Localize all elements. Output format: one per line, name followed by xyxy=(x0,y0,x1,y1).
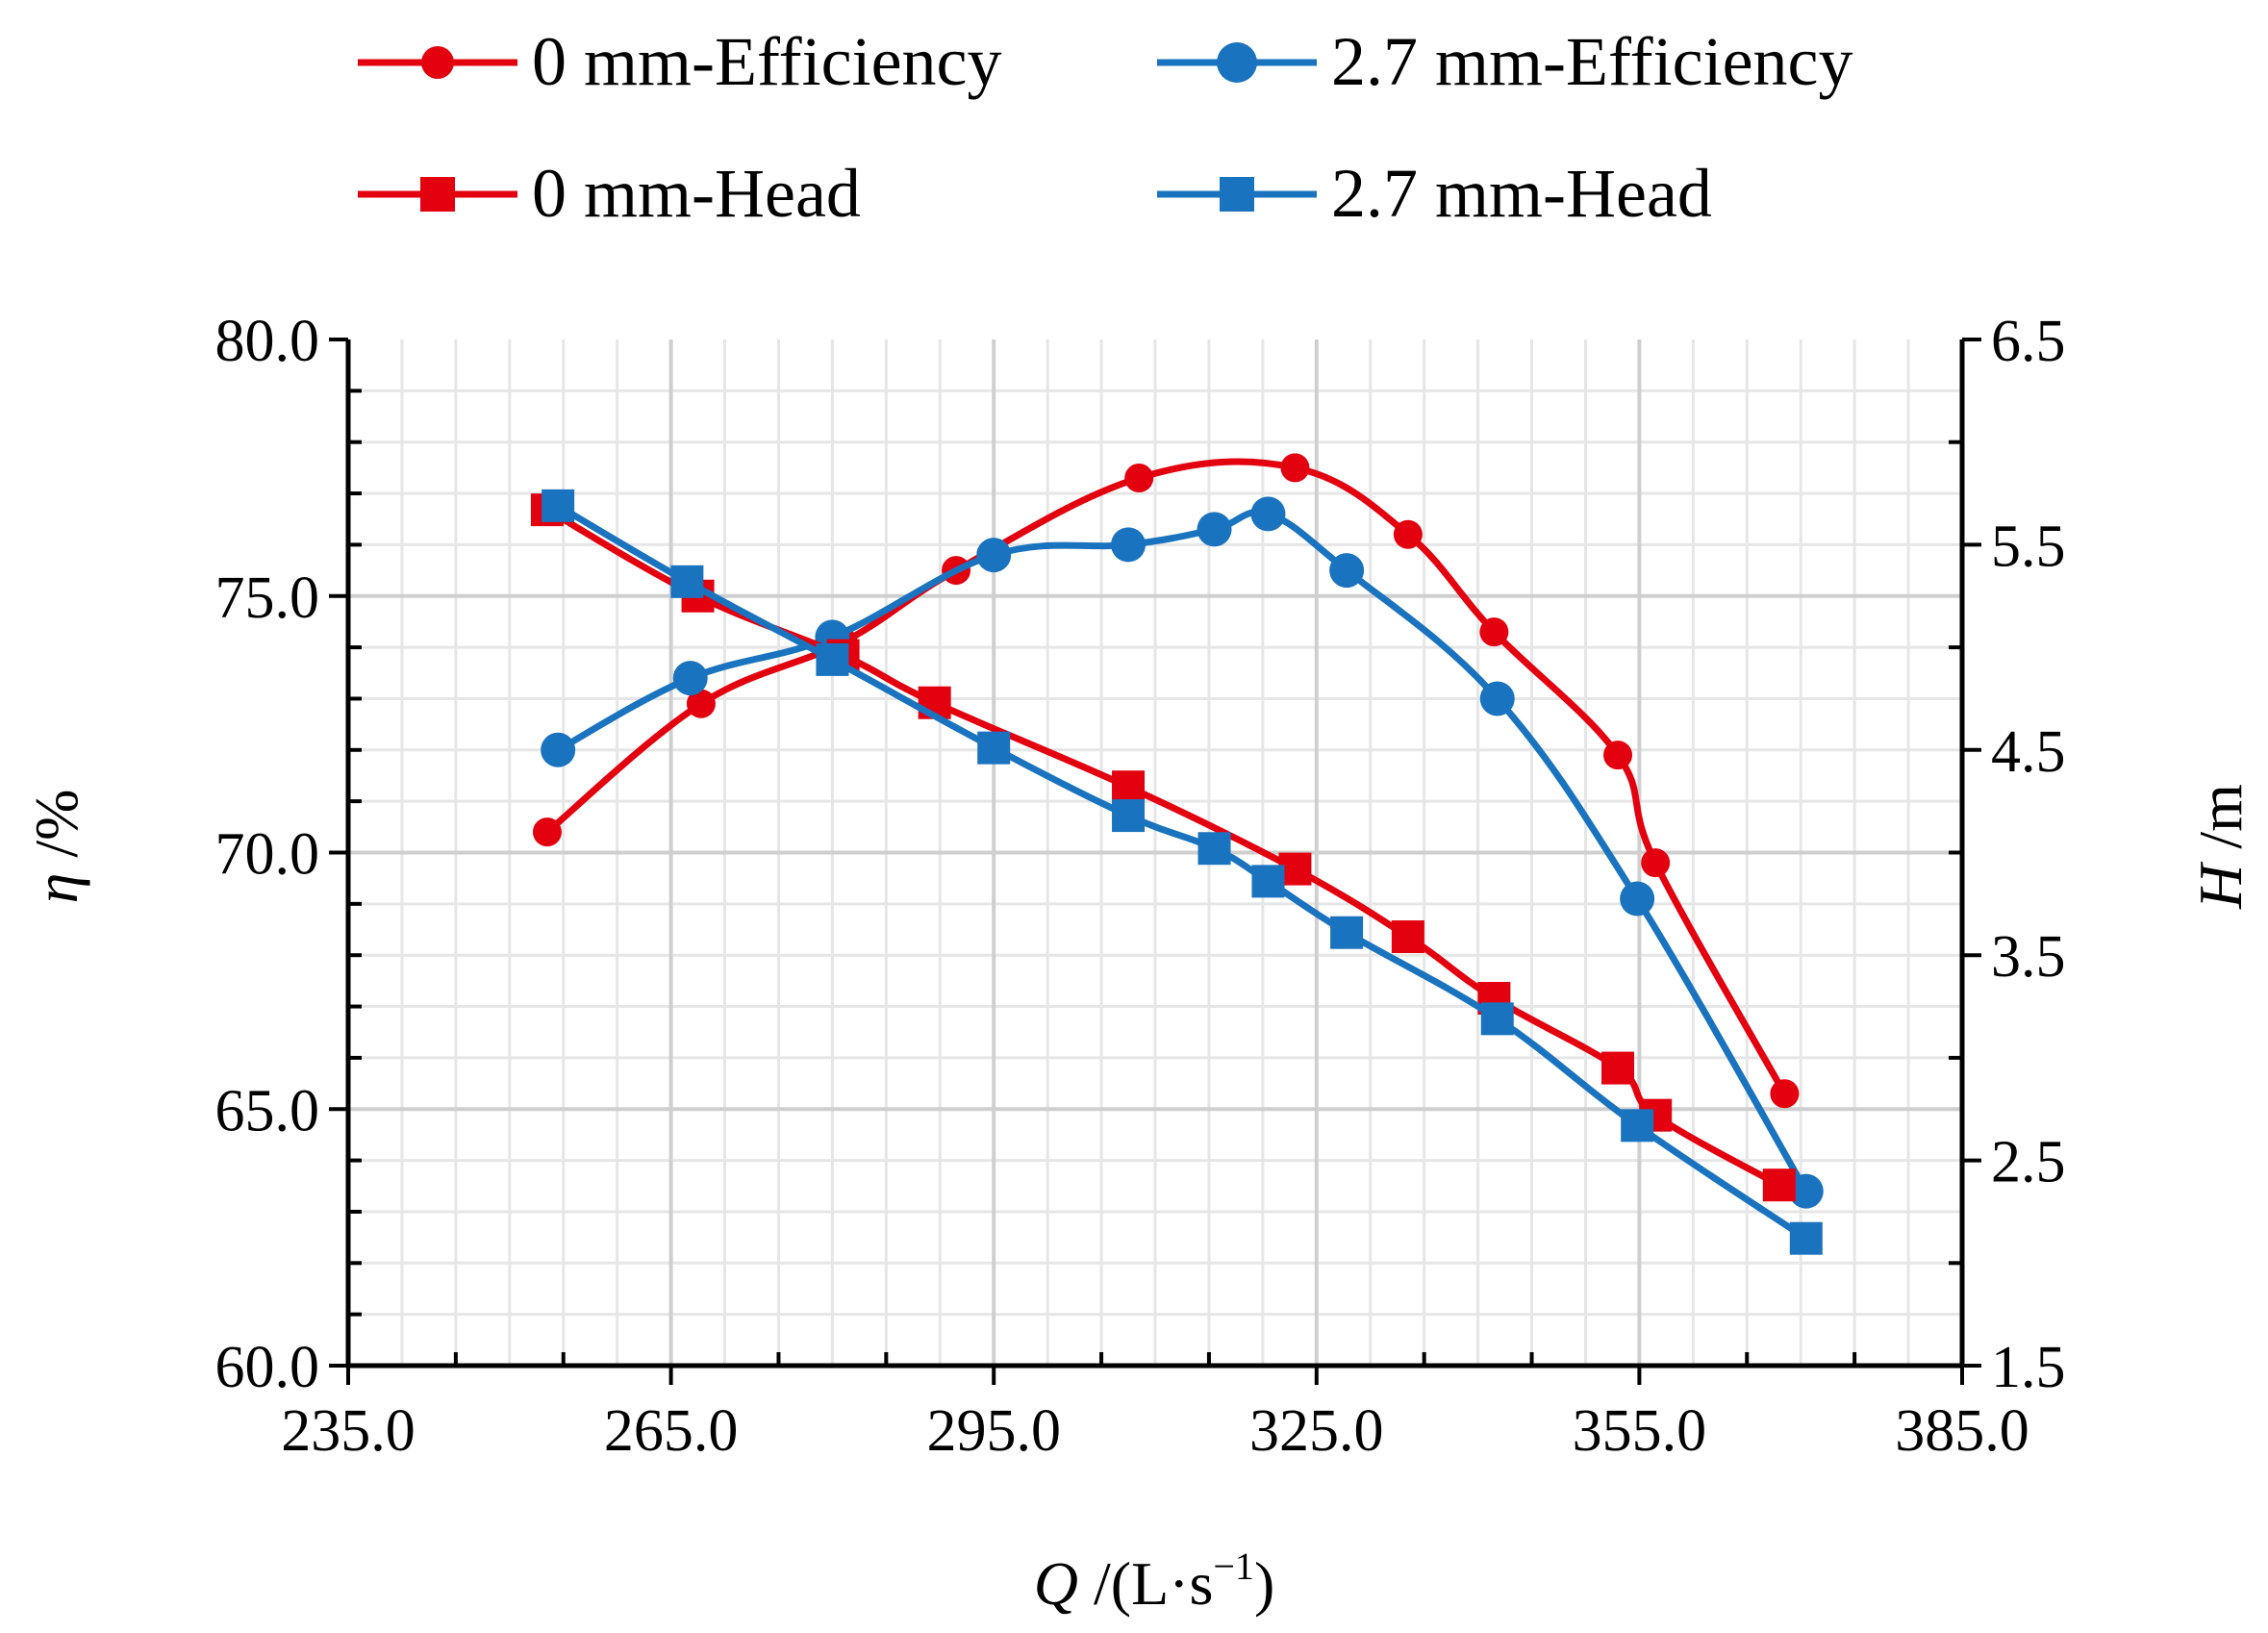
data-point-2-7-mm-head xyxy=(1251,865,1285,898)
data-point-2-7-mm-head xyxy=(816,642,849,676)
legend-label-2-7mm-head: 2.7 mm-Head xyxy=(1331,155,1712,232)
grid xyxy=(348,339,1962,1366)
data-point-0-mm-efficiency xyxy=(532,817,562,847)
y-left-tick-label: 65.0 xyxy=(215,1078,320,1143)
data-point-0-mm-efficiency xyxy=(1124,464,1154,493)
data-point-2-7-mm-efficiency xyxy=(1250,496,1286,532)
y-right-tick-label: 6.5 xyxy=(1991,309,2066,374)
y-right-tick-label: 1.5 xyxy=(1991,1335,2066,1400)
series-layer xyxy=(530,453,1824,1255)
data-point-0-mm-efficiency xyxy=(1641,848,1671,878)
data-point-2-7-mm-head xyxy=(542,489,575,522)
data-point-0-mm-efficiency xyxy=(1770,1079,1800,1109)
data-point-2-7-mm-head xyxy=(1330,916,1364,949)
legend-label-0mm-efficiency: 0 mm-Efficiency xyxy=(532,23,1002,100)
data-point-2-7-mm-efficiency xyxy=(1329,553,1365,589)
data-point-2-7-mm-efficiency xyxy=(541,732,576,767)
y-right-tick-label: 3.5 xyxy=(1991,924,2066,990)
y-left-tick-label: 70.0 xyxy=(215,822,320,888)
data-point-2-7-mm-head xyxy=(670,565,704,598)
legend-item-2-7mm-efficiency: 2.7 mm-Efficiency xyxy=(1157,23,1853,100)
data-point-2-7-mm-efficiency xyxy=(1197,512,1232,547)
y-left-axis-title: η /% xyxy=(22,790,90,904)
data-point-2-7-mm-efficiency xyxy=(976,538,1012,573)
axis-ticks xyxy=(329,338,1981,1385)
data-point-2-7-mm-head xyxy=(1197,832,1231,866)
legend-marker-2-7mm-head xyxy=(1220,177,1254,212)
data-point-0-mm-head xyxy=(1762,1168,1796,1202)
y-right-tick-label: 2.5 xyxy=(1991,1130,2066,1195)
series-line-2-7-mm-efficiency xyxy=(556,509,1809,1193)
data-point-0-mm-efficiency xyxy=(1603,741,1633,770)
data-point-0-mm-head xyxy=(1391,919,1424,953)
data-point-0-mm-efficiency xyxy=(1280,453,1310,483)
x-tick-label: 295.0 xyxy=(926,1398,1061,1464)
legend-label-2-7mm-efficiency: 2.7 mm-Efficiency xyxy=(1331,23,1853,100)
data-point-0-mm-head xyxy=(1112,770,1146,804)
data-point-2-7-mm-efficiency xyxy=(1620,881,1655,917)
data-point-2-7-mm-efficiency xyxy=(1788,1173,1824,1209)
tick-labels: 235.0 265.0 295.0 325.0 355.0 385.0 60.0 65.0 70… xyxy=(215,309,2066,1464)
legend-marker-2-7mm-efficiency xyxy=(1217,42,1257,83)
legend-item-2-7mm-head: 2.7 mm-Head xyxy=(1157,155,1712,232)
series-0-mm-efficiency xyxy=(532,453,1800,1109)
data-point-0-mm-efficiency xyxy=(1393,519,1423,549)
data-point-0-mm-head xyxy=(1601,1051,1635,1085)
y-left-tick-label: 80.0 xyxy=(215,309,320,374)
data-point-0-mm-efficiency xyxy=(1479,617,1509,647)
data-point-2-7-mm-head xyxy=(1480,1002,1514,1036)
legend-item-0mm-head: 0 mm-Head xyxy=(358,155,861,232)
x-tick-label: 265.0 xyxy=(604,1398,739,1464)
legend-marker-0mm-efficiency xyxy=(421,46,454,79)
data-point-2-7-mm-head xyxy=(1789,1221,1823,1255)
data-point-2-7-mm-head xyxy=(1621,1109,1654,1143)
data-point-2-7-mm-head xyxy=(1112,799,1146,833)
legend-label-0mm-head: 0 mm-Head xyxy=(532,155,861,232)
data-point-2-7-mm-efficiency xyxy=(672,661,708,696)
y-right-tick-label: 4.5 xyxy=(1991,719,2066,785)
y-left-tick-label: 60.0 xyxy=(215,1335,320,1400)
data-point-2-7-mm-efficiency xyxy=(1479,681,1515,716)
data-point-2-7-mm-head xyxy=(977,731,1011,765)
data-point-2-7-mm-efficiency xyxy=(1111,527,1147,563)
y-right-tick-label: 5.5 xyxy=(1991,514,2066,579)
y-right-axis-title: H /m xyxy=(2186,784,2255,910)
legend: 0 mm-Efficiency 2.7 mm-Efficiency 0 mm-H… xyxy=(358,23,1853,232)
x-tick-label: 325.0 xyxy=(1249,1398,1384,1464)
x-tick-label: 235.0 xyxy=(281,1398,416,1464)
legend-item-0mm-efficiency: 0 mm-Efficiency xyxy=(358,23,1002,100)
x-tick-label: 385.0 xyxy=(1895,1398,2029,1464)
x-axis-title: Q /(L·s−1) xyxy=(1034,1545,1275,1618)
x-tick-label: 355.0 xyxy=(1573,1398,1707,1464)
y-left-tick-label: 75.0 xyxy=(215,565,320,631)
series-2-7-mm-head xyxy=(542,489,1823,1255)
legend-marker-0mm-head xyxy=(420,177,455,212)
data-point-0-mm-efficiency xyxy=(686,689,716,718)
